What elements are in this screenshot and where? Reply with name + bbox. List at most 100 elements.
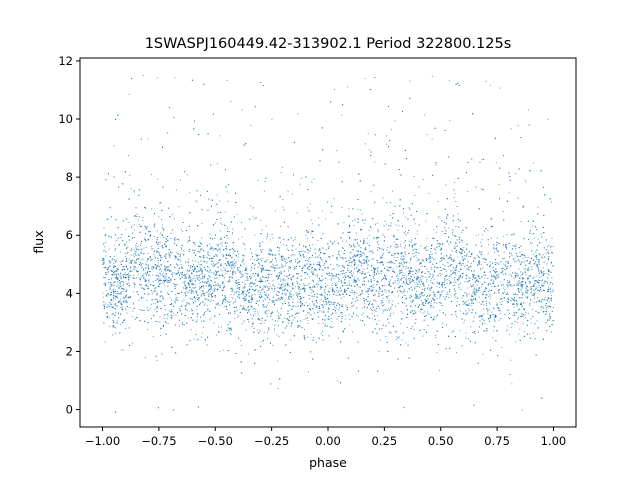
- data-point: [247, 277, 249, 279]
- data-point: [313, 270, 315, 272]
- data-point: [452, 230, 454, 232]
- data-point: [440, 275, 442, 276]
- data-point: [330, 279, 332, 281]
- data-point: [336, 257, 338, 259]
- data-point: [348, 262, 350, 264]
- data-point: [256, 329, 258, 331]
- data-point: [318, 284, 320, 285]
- data-point: [403, 242, 405, 244]
- data-point: [305, 234, 307, 236]
- data-point: [263, 286, 265, 288]
- data-point: [189, 274, 190, 276]
- data-point: [155, 280, 157, 281]
- data-point: [492, 336, 494, 338]
- data-point: [456, 206, 458, 207]
- data-point: [219, 350, 221, 352]
- data-point: [283, 332, 285, 334]
- data-point: [290, 255, 292, 257]
- data-point: [251, 294, 253, 296]
- data-point: [274, 302, 276, 304]
- data-point: [160, 328, 162, 330]
- data-point: [124, 243, 126, 245]
- data-point: [494, 292, 496, 294]
- data-point: [482, 353, 484, 355]
- data-point: [371, 313, 373, 315]
- data-point: [430, 258, 432, 259]
- data-point: [316, 263, 318, 265]
- data-point: [282, 166, 284, 168]
- data-point: [194, 300, 196, 302]
- data-point: [511, 298, 513, 300]
- data-point: [134, 215, 136, 217]
- data-point: [336, 282, 338, 284]
- data-point: [232, 252, 234, 254]
- data-point: [279, 272, 281, 274]
- data-point: [103, 266, 105, 268]
- data-point: [217, 243, 219, 245]
- data-point: [531, 291, 533, 293]
- data-point: [244, 300, 246, 301]
- data-point: [357, 285, 359, 287]
- data-point: [341, 206, 343, 208]
- data-point: [402, 312, 403, 314]
- data-point: [491, 237, 492, 239]
- data-point: [487, 229, 489, 231]
- data-point: [528, 109, 529, 111]
- data-point: [357, 219, 359, 220]
- data-point: [318, 267, 320, 269]
- data-point: [154, 287, 156, 289]
- data-point: [458, 278, 460, 280]
- data-point: [234, 291, 236, 293]
- data-point: [489, 84, 491, 86]
- data-point: [551, 310, 553, 312]
- data-point: [267, 338, 269, 340]
- data-point: [364, 324, 365, 326]
- data-point: [333, 278, 335, 280]
- data-point: [279, 237, 281, 239]
- data-point: [156, 251, 158, 253]
- data-point: [261, 269, 263, 271]
- data-point: [135, 277, 137, 279]
- data-point: [552, 291, 554, 293]
- data-point: [418, 186, 420, 188]
- data-point: [214, 264, 216, 266]
- data-point: [375, 310, 377, 312]
- data-point: [249, 308, 251, 310]
- data-point: [519, 308, 521, 310]
- data-point: [348, 283, 350, 285]
- data-point: [418, 280, 420, 282]
- data-point: [306, 285, 308, 286]
- data-point: [455, 273, 457, 275]
- data-point: [401, 292, 403, 294]
- data-point: [425, 220, 427, 222]
- data-point: [329, 240, 331, 242]
- data-point: [513, 306, 515, 308]
- data-point: [438, 292, 440, 294]
- data-point: [287, 190, 289, 192]
- data-point: [140, 244, 141, 246]
- data-point: [176, 283, 178, 285]
- data-point: [113, 262, 115, 264]
- data-point: [305, 302, 307, 304]
- data-point: [111, 258, 113, 260]
- data-point: [281, 285, 282, 286]
- data-point: [209, 300, 211, 302]
- data-point: [506, 243, 508, 245]
- data-point: [297, 258, 299, 260]
- data-point: [288, 275, 290, 277]
- data-point: [314, 312, 315, 314]
- data-point: [155, 290, 157, 292]
- data-point: [403, 212, 405, 214]
- data-point: [500, 272, 502, 274]
- data-point: [343, 221, 345, 223]
- data-point: [330, 317, 332, 319]
- data-point: [128, 198, 130, 200]
- data-point: [541, 290, 543, 292]
- data-point: [235, 299, 237, 301]
- data-point: [503, 235, 505, 237]
- data-point: [210, 317, 212, 319]
- data-point: [187, 241, 189, 243]
- data-point: [108, 282, 110, 283]
- data-point: [128, 258, 130, 260]
- data-point: [119, 261, 121, 263]
